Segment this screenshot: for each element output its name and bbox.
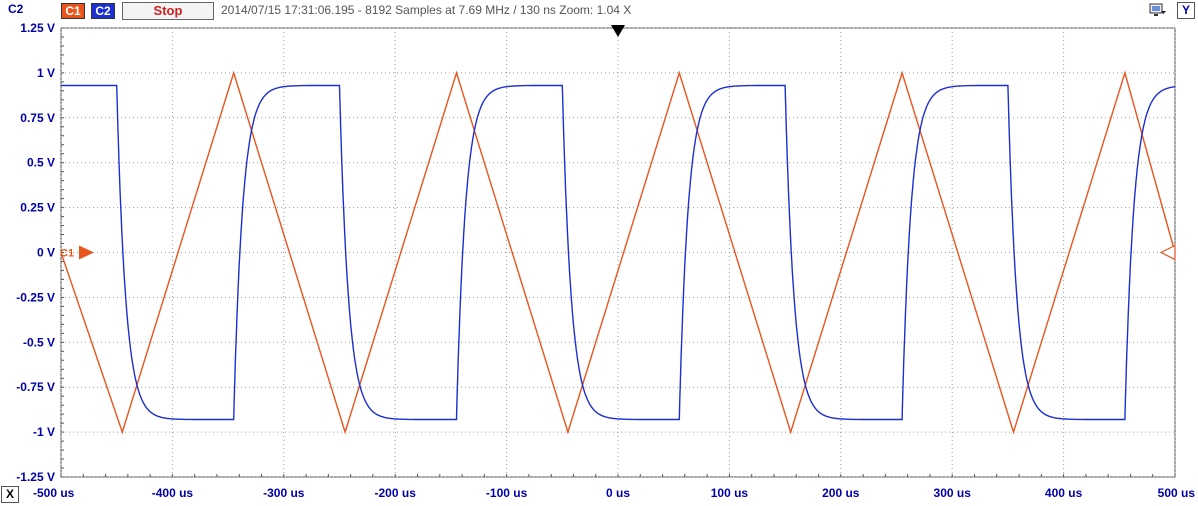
y-tick-label: 1.25 V — [20, 21, 55, 35]
y-tick-label: 0.75 V — [20, 111, 55, 125]
series-c1-line — [60, 70, 1176, 435]
y-tick-label: 1 V — [37, 66, 55, 80]
y-tick-label: -0.25 V — [16, 290, 55, 304]
y-axis-channel-label: C2 — [8, 2, 24, 16]
x-tick-label: -500 us — [33, 486, 75, 500]
x-tick-label: 200 us — [822, 486, 860, 500]
channel-c2-button[interactable]: C2 — [91, 3, 115, 19]
y-tick-label: 0.25 V — [20, 201, 55, 215]
c1-trigger-level-icon — [1159, 244, 1176, 261]
y-axis-button[interactable]: Y — [1177, 2, 1195, 19]
series-c2-line — [61, 84, 1176, 421]
x-tick-label: 400 us — [1045, 486, 1083, 500]
y-tick-labels: 1.25 V 1 V 0.75 V 0.5 V 0.25 V 0 V -0.25 V -0.5… — [16, 21, 55, 484]
trigger-position-icon — [611, 25, 625, 37]
x-tick-label: 0 us — [606, 486, 630, 500]
c1-offset-label: C1 — [60, 248, 74, 260]
display-settings-icon[interactable] — [1149, 3, 1167, 18]
stop-button[interactable]: Stop — [122, 2, 214, 20]
y-tick-label: -1 V — [33, 425, 55, 439]
markers: C1 — [60, 25, 1176, 261]
acquisition-info: 2014/07/15 17:31:06.195 - 8192 Samples a… — [221, 3, 632, 17]
x-tick-label: 500 us — [1158, 486, 1196, 500]
x-tick-labels: -500 us -400 us -300 us -200 us -100 us 0 us 1… — [33, 486, 1195, 500]
x-axis-button[interactable]: X — [1, 486, 19, 503]
x-tick-label: -100 us — [486, 486, 528, 500]
x-tick-label: 300 us — [934, 486, 972, 500]
x-tick-label: 100 us — [711, 486, 749, 500]
y-tick-label: -0.75 V — [16, 380, 55, 394]
x-tick-label: -200 us — [375, 486, 417, 500]
traces — [60, 70, 1176, 435]
y-tick-label: 0 V — [37, 246, 55, 260]
channel-c1-button[interactable]: C1 — [61, 3, 85, 19]
toolbar: C2 C1 C2 Stop 2014/07/15 17:31:06.195 - … — [0, 0, 1198, 22]
y-tick-label: -1.25 V — [16, 470, 55, 484]
y-tick-label: 0.5 V — [27, 156, 55, 170]
y-tick-label: -0.5 V — [23, 335, 55, 349]
c1-offset-marker-icon — [79, 245, 94, 260]
x-tick-label: -300 us — [263, 486, 305, 500]
x-tick-label: -400 us — [152, 486, 194, 500]
